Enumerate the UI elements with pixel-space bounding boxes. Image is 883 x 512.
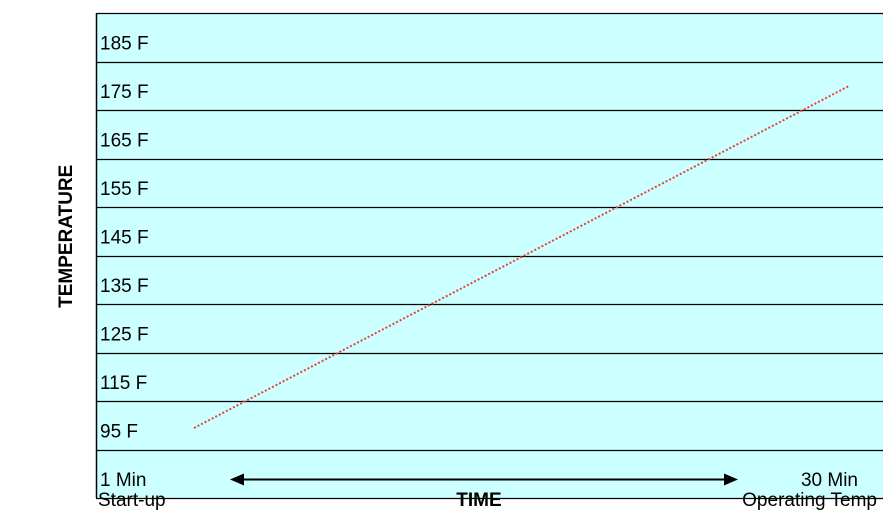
series-line [193, 85, 850, 429]
y-tick-label: 95 F [100, 422, 138, 443]
y-tick-label: 145 F [100, 228, 149, 249]
x-axis-title: TIME [456, 490, 501, 511]
y-tick-label: 125 F [100, 325, 149, 346]
y-tick-label: 135 F [100, 276, 149, 297]
plot-area [96, 13, 883, 498]
grid-lines [96, 12, 883, 500]
time-arrow-head-left [230, 473, 244, 486]
y-tick-labels: 185 F 175 F 165 F 155 F 145 F 135 F 125 F 115 F… [100, 34, 149, 443]
y-tick-label: 155 F [100, 179, 149, 200]
y-tick-label: 115 F [100, 373, 147, 394]
y-axis-title: TEMPERATURE [56, 165, 77, 308]
y-tick-label: 175 F [100, 82, 149, 103]
x-start-caption: Start-up [98, 490, 166, 511]
x-end-caption: Operating Temp [742, 490, 877, 511]
series-layer [193, 85, 850, 429]
x-end-label: 30 Min [801, 470, 858, 491]
y-tick-label: 185 F [100, 34, 149, 55]
x-start-label: 1 Min [100, 470, 146, 491]
y-tick-label: 165 F [100, 131, 149, 152]
time-arrow [230, 473, 738, 486]
time-arrow-head-right [724, 473, 738, 486]
